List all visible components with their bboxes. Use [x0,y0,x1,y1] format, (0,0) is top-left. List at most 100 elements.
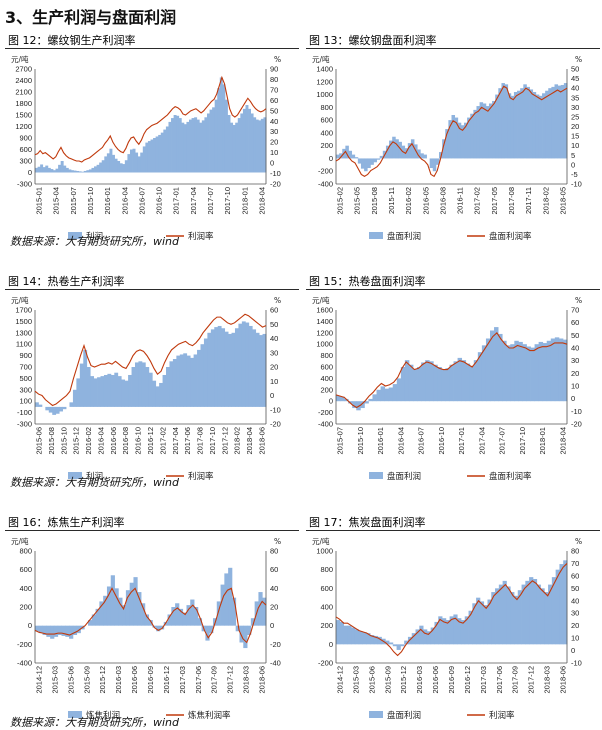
x-tick-label: 2016-07 [417,427,426,455]
x-tick-label: 2017-01 [457,427,466,455]
y2-tick-label: 40 [270,334,278,343]
bar [404,360,410,402]
x-tick-label: 2017-09 [511,666,520,694]
bar [517,90,521,159]
bar [148,620,153,626]
bar [209,109,213,173]
bar [379,155,384,159]
bar [442,139,446,159]
x-tick-label: 2016-04 [120,187,129,215]
bar [488,103,493,159]
bar [142,146,146,173]
bar [506,345,511,402]
bar [398,141,402,159]
bar [183,353,188,407]
x-tick-label: 2018-02 [541,187,550,215]
bar [196,119,200,173]
bar [224,331,229,407]
line-series [335,331,568,409]
bar [234,328,239,407]
bar [340,396,345,402]
bar [506,586,511,645]
legend-label: 炼焦利润率 [188,710,231,721]
x-tick-label: 2017-04 [189,187,198,215]
bar [364,158,368,172]
bar [155,136,159,173]
y2-tick-label: -20 [571,420,582,429]
bar [407,143,412,159]
bar [373,635,379,645]
bar [109,148,113,173]
bar [430,627,435,645]
y-tick-label: 1400 [316,65,333,74]
x-tick-label: 2015-06 [367,666,376,694]
bar [134,362,139,407]
x-tick-label: 2016-12 [162,666,171,694]
y-tick-label: 1100 [16,340,32,349]
bar [351,154,356,159]
bar [68,169,72,173]
bar [473,360,479,402]
bar [118,597,123,626]
y2-tick-label: -10 [571,180,582,189]
bar [199,122,203,173]
bar [352,401,357,409]
bar [235,625,240,632]
y2-tick-label: 50 [571,65,579,74]
bar [532,579,538,645]
bar [432,158,437,172]
bar [526,346,531,402]
legend-bar-swatch [369,711,383,718]
bar [175,603,180,626]
bar [248,325,253,407]
bar [438,616,443,645]
bar [510,592,515,645]
bar [525,580,530,645]
bar [141,603,146,626]
x-tick-label: 2016-04 [396,427,405,455]
x-tick-label: 2015-05 [353,187,362,215]
bar [166,367,170,407]
bar [125,590,131,626]
x-tick-label: 2018-03 [242,666,251,694]
x-tick-label: 2017-03 [178,666,187,694]
x-tick-label: 2018-06 [258,666,267,694]
right-axis-unit: % [575,55,582,64]
y2-tick-label: 10 [270,377,278,386]
bar [423,154,427,159]
bar [224,99,228,173]
bar [445,620,451,645]
bar [88,169,92,173]
bar [435,158,440,165]
bar [144,614,150,626]
bar [453,614,458,645]
y2-tick-label: 90 [270,65,278,74]
x-tick-label: 2014-12 [336,666,345,694]
y-tick-label: 1000 [316,90,333,99]
bar [538,341,544,402]
bar [63,165,67,173]
bar [186,121,190,173]
y2-tick-label: 10 [571,382,579,391]
bar [476,597,481,645]
bar [449,616,454,645]
legend-label: 利润率 [188,471,214,482]
x-tick-label: 2015-08 [47,427,56,455]
bar [135,152,139,173]
bar [258,120,262,173]
y-tick-label: 700 [19,363,32,372]
left-axis-unit: 元/吨 [11,295,29,305]
chart-title: 图 16：炼焦生产利润率 [5,515,299,531]
bar [392,136,396,159]
legend-label: 炼焦利润 [86,710,120,721]
y2-tick-label: 60 [571,571,579,580]
bar [94,166,97,173]
bar [138,361,143,407]
bar [481,345,487,402]
right-axis-unit: % [274,55,281,64]
bar [384,388,390,402]
y-tick-label: 2700 [15,65,32,74]
bar [167,614,172,626]
bar [129,582,134,626]
bar [79,363,84,407]
